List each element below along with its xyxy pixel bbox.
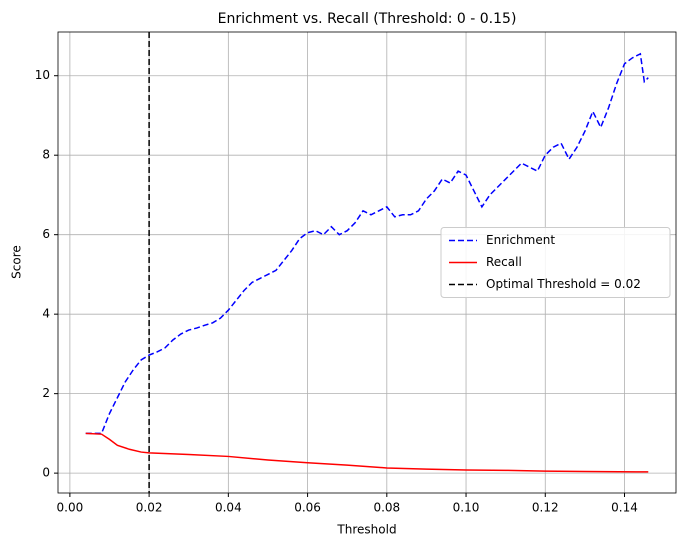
x-tick-label: 0.12	[532, 501, 559, 515]
y-tick-label: 6	[42, 227, 50, 241]
series-line	[85, 52, 649, 435]
x-tick-label: 0.06	[294, 501, 321, 515]
x-tick-label: 0.10	[453, 501, 480, 515]
y-tick-label: 8	[42, 148, 50, 162]
legend-label: Enrichment	[486, 233, 555, 247]
plot-frame	[57, 31, 677, 494]
y-axis-label: Score	[10, 245, 24, 279]
x-tick-label: 0.08	[373, 501, 400, 515]
x-tick-label: 0.00	[57, 501, 84, 515]
legend-label: Optimal Threshold = 0.02	[486, 277, 641, 291]
legend-box	[440, 227, 671, 298]
x-axis-label: Threshold	[336, 523, 396, 537]
x-tick-label: 0.04	[215, 501, 242, 515]
y-tick-label: 10	[35, 68, 50, 82]
y-tick-label: 0	[42, 466, 50, 480]
series-line	[85, 432, 649, 473]
y-tick-label: 4	[42, 307, 50, 321]
y-tick-label: 2	[42, 386, 50, 400]
legend-label: Recall	[486, 255, 522, 269]
x-tick-label: 0.14	[611, 501, 638, 515]
chart-title: Enrichment vs. Recall (Threshold: 0 - 0.…	[218, 11, 517, 27]
x-tick-label: 0.02	[136, 501, 163, 515]
